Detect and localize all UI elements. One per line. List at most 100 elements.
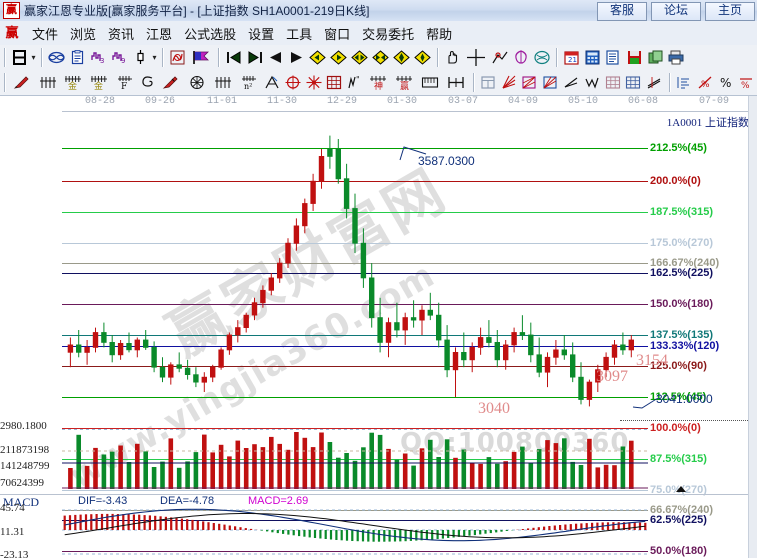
menu-item-formula-stock-picking[interactable]: 公式选股 — [184, 26, 237, 42]
copy-icon[interactable] — [646, 48, 665, 67]
period-day-icon[interactable] — [10, 48, 29, 67]
save-icon[interactable] — [625, 48, 644, 67]
wave-tool-icon[interactable]: " — [346, 73, 365, 92]
date-tick: 04-09 — [507, 96, 539, 107]
gann-fan-icon[interactable] — [211, 73, 235, 92]
first-page-icon[interactable] — [224, 48, 243, 67]
parallel-icon[interactable] — [645, 73, 664, 92]
percent-box-icon[interactable]: % — [737, 73, 756, 92]
crosshair-icon[interactable] — [464, 48, 488, 67]
next-icon[interactable] — [287, 48, 306, 67]
vertical-scrollbar[interactable] — [748, 96, 757, 558]
menu-item-tools[interactable]: 工具 — [286, 26, 313, 42]
box-pattern-icon[interactable] — [520, 73, 539, 92]
zoom-right-icon[interactable] — [329, 48, 348, 67]
grid-blue-icon[interactable] — [624, 73, 643, 92]
chart-area[interactable]: 赢家财富网 www.yingjia360.com QQ:100800360 08… — [0, 96, 757, 558]
menu-logo-icon: 赢 — [5, 25, 19, 40]
menu-bar: 赢 文件 浏览 资讯 江恩 公式选股 设置 工具 窗口 交易委托 帮助 — [0, 21, 757, 46]
toolbar-separator — [218, 48, 219, 67]
toolbar-separator — [668, 73, 670, 92]
toolbar-separator — [472, 73, 474, 92]
svg-text:金: 金 — [68, 80, 77, 90]
candle-dropdown-icon[interactable]: ▾ — [152, 53, 157, 62]
prev-icon[interactable] — [266, 48, 285, 67]
menu-item-window[interactable]: 窗口 — [324, 26, 351, 42]
gann-tool-icon[interactable] — [168, 48, 187, 67]
starburst-icon[interactable] — [304, 73, 323, 92]
date-tick: 09-26 — [144, 96, 176, 107]
gann-level-line — [62, 428, 648, 429]
gann-square-gold-icon[interactable]: 金 — [87, 73, 111, 92]
gann-level-label: 100.0%(0) — [650, 422, 701, 434]
zigzag-icon[interactable] — [582, 73, 601, 92]
spiral-icon[interactable] — [139, 73, 158, 92]
svg-text:n²: n² — [244, 82, 252, 90]
fan-lines-icon[interactable] — [499, 73, 518, 92]
angle-tool-icon[interactable] — [263, 73, 282, 92]
calculator-icon[interactable] — [583, 48, 602, 67]
menu-item-settings[interactable]: 设置 — [248, 26, 275, 42]
measure-icon[interactable] — [444, 73, 468, 92]
market-overview-icon[interactable] — [47, 48, 66, 67]
marker-pen-icon[interactable] — [160, 73, 184, 92]
macd-scale-mid: 11.31 — [0, 526, 25, 538]
square-n2-icon[interactable]: n² — [237, 73, 261, 92]
flag-marker-icon[interactable] — [189, 48, 213, 67]
last-page-icon[interactable] — [245, 48, 264, 67]
multi-chart-3-icon[interactable]: 3 — [89, 48, 108, 67]
draw-shape-icon[interactable] — [511, 48, 530, 67]
gann-grid-icon[interactable] — [36, 73, 60, 92]
frame-icon[interactable] — [479, 73, 498, 92]
expand-icon[interactable] — [350, 48, 369, 67]
date-tick: 11-30 — [266, 96, 298, 107]
notes-icon[interactable] — [604, 48, 623, 67]
homepage-button[interactable]: 主页 — [705, 2, 755, 21]
target-circle-icon[interactable] — [283, 73, 302, 92]
toolbar-separator — [437, 48, 438, 67]
print-icon[interactable] — [667, 48, 686, 67]
volume-panel[interactable] — [62, 429, 648, 489]
fit-icon[interactable] — [413, 48, 432, 67]
macd-panel[interactable] — [62, 508, 648, 558]
gann-level-line — [62, 304, 648, 305]
ruler-icon[interactable] — [418, 73, 442, 92]
trend-angle-icon[interactable] — [562, 73, 581, 92]
gann-box-gold-icon[interactable]: 金 — [61, 73, 85, 92]
move-icon[interactable] — [392, 48, 411, 67]
menu-item-file[interactable]: 文件 — [32, 26, 59, 42]
menu-item-trading[interactable]: 交易委托 — [362, 26, 415, 42]
compress-icon[interactable] — [371, 48, 390, 67]
fibonacci-f-icon[interactable]: F — [113, 73, 137, 92]
ying-tool-icon[interactable]: 赢 — [392, 73, 416, 92]
level-3097-annotation: 3097 — [596, 368, 628, 385]
price-candlestick-panel[interactable] — [62, 113, 648, 429]
percent-cross-icon[interactable]: % — [695, 73, 714, 92]
fan-box-icon[interactable] — [541, 73, 560, 92]
shen-tool-icon[interactable]: 神 — [367, 73, 391, 92]
hand-pan-icon[interactable] — [443, 48, 462, 67]
menu-item-gann[interactable]: 江恩 — [146, 26, 173, 42]
gann-level-line — [62, 148, 648, 149]
brain-icon[interactable] — [532, 48, 551, 67]
menu-item-help[interactable]: 帮助 — [426, 26, 453, 42]
pen-tool-icon[interactable] — [10, 73, 34, 92]
gann-level-label: 125.0%(90) — [650, 360, 707, 372]
customer-service-button[interactable]: 客服 — [597, 2, 647, 21]
grid-box-icon[interactable] — [325, 73, 344, 92]
grid-pink-icon[interactable] — [603, 73, 622, 92]
levels-icon[interactable] — [675, 73, 694, 92]
period-dropdown-icon[interactable]: ▾ — [31, 53, 36, 62]
multi-chart-9-icon[interactable]: 9 — [110, 48, 129, 67]
zoom-left-icon[interactable] — [308, 48, 327, 67]
candle-style-icon[interactable] — [131, 48, 150, 67]
menu-item-news[interactable]: 资讯 — [108, 26, 135, 42]
forum-button[interactable]: 论坛 — [651, 2, 701, 21]
report-icon[interactable] — [68, 48, 87, 67]
menu-item-browse[interactable]: 浏览 — [70, 26, 97, 42]
volume-scale-top: 2980.1800 — [0, 420, 47, 432]
draw-line-icon[interactable] — [490, 48, 509, 67]
percent-icon[interactable]: % — [716, 73, 735, 92]
calendar-icon[interactable]: 21 — [562, 48, 581, 67]
gann-circle-icon[interactable] — [185, 73, 209, 92]
